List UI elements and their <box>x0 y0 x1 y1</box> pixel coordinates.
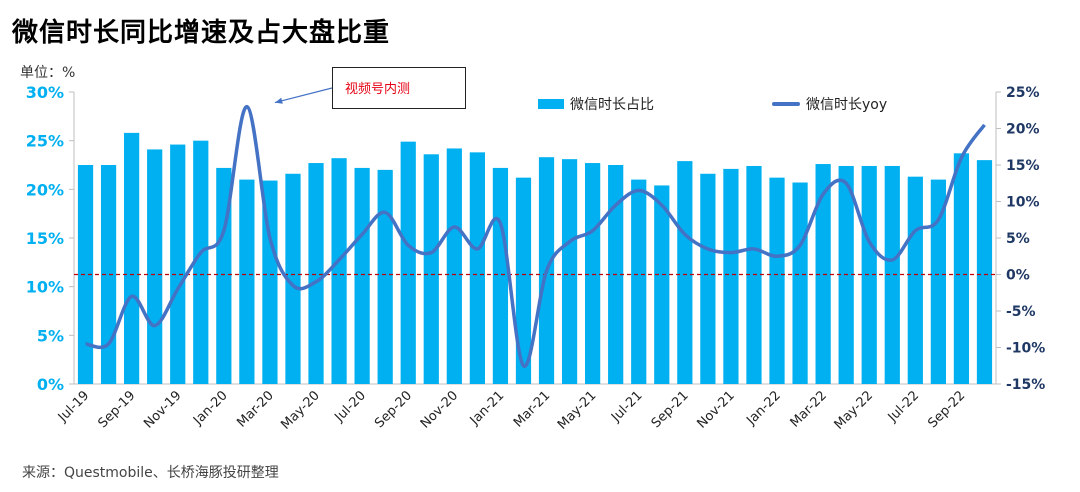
bar <box>124 132 140 384</box>
bar <box>331 158 347 384</box>
source-note: 来源：Questmobile、长桥海豚投研整理 <box>22 465 279 481</box>
unit-label: 单位：% <box>20 65 76 81</box>
x-tick-label: Jul-20 <box>332 388 369 425</box>
x-tick-label: Mar-22 <box>788 388 830 430</box>
bar <box>377 169 393 384</box>
right-tick-label: -5% <box>1006 304 1036 320</box>
bar <box>930 179 946 384</box>
annotation-arrow <box>274 87 333 104</box>
x-tick-label: Nov-20 <box>418 388 461 431</box>
bar <box>262 180 278 384</box>
x-tick-label: Mar-21 <box>511 388 553 430</box>
legend-line-series: 微信时长yoy <box>772 94 887 114</box>
x-tick-label: May-20 <box>278 388 322 432</box>
bar <box>77 165 94 384</box>
legend-bar-swatch <box>538 99 564 109</box>
bar <box>193 140 209 384</box>
x-tick-label: Sep-21 <box>649 388 692 431</box>
right-tick-label: 20% <box>1006 122 1040 138</box>
bar <box>147 149 163 384</box>
x-tick-label: Jul-22 <box>885 388 922 425</box>
annotation-text: 视频号内测 <box>345 82 411 97</box>
x-tick-label: Sep-20 <box>372 388 415 431</box>
bar <box>631 179 647 384</box>
bar <box>492 167 509 384</box>
bar <box>239 179 255 384</box>
bar <box>792 182 808 384</box>
left-tick-label: 25% <box>26 132 64 151</box>
bar <box>400 141 416 384</box>
legend-bar-label: 微信时长占比 <box>570 97 654 113</box>
right-tick-label: 10% <box>1006 195 1040 211</box>
annotation-arrowhead <box>274 97 283 104</box>
legend-line-label: 微信时长yoy <box>806 97 888 113</box>
bar <box>561 159 578 384</box>
x-tick-label: May-22 <box>832 388 876 432</box>
bar <box>769 177 785 384</box>
left-tick-label: 30% <box>26 83 64 102</box>
x-tick-label: Jan-22 <box>743 388 784 429</box>
x-tick-label: Jul-21 <box>608 388 645 425</box>
left-tick-label: 20% <box>26 180 64 199</box>
left-tick-label: 10% <box>26 278 64 297</box>
bar <box>884 165 900 384</box>
bar <box>723 168 739 384</box>
bar <box>700 173 716 384</box>
x-tick-label: Jan-20 <box>190 388 231 429</box>
left-tick-label: 0% <box>37 375 64 394</box>
bar <box>861 165 877 384</box>
bar <box>515 177 532 384</box>
bar <box>423 154 439 384</box>
bar <box>100 165 117 384</box>
bar <box>354 167 370 384</box>
right-tick-label: 25% <box>1006 85 1040 101</box>
right-tick-label: -15% <box>1006 377 1045 393</box>
annotation-box: 视频号内测 <box>332 67 466 109</box>
right-tick-label: 15% <box>1006 158 1040 174</box>
bar <box>976 160 993 384</box>
right-tick-label: -10% <box>1006 341 1045 357</box>
bar <box>907 176 923 384</box>
legend-line-swatch <box>772 102 800 106</box>
bar <box>654 185 670 384</box>
x-tick-label: Sep-22 <box>925 388 968 431</box>
x-tick-label: Jan-21 <box>467 388 508 429</box>
x-tick-label: May-21 <box>555 388 599 432</box>
right-tick-label: 5% <box>1006 231 1030 247</box>
x-tick-label: Nov-19 <box>141 388 184 431</box>
left-tick-label: 5% <box>37 326 64 345</box>
x-tick-label: Nov-21 <box>694 388 737 431</box>
bar <box>585 163 601 384</box>
x-tick-label: Mar-20 <box>234 388 276 430</box>
bar <box>446 148 462 384</box>
right-tick-label: 0% <box>1006 268 1030 284</box>
bar <box>677 161 693 384</box>
bar <box>170 144 186 384</box>
bar <box>953 153 970 384</box>
chart-title: 微信时长同比增速及占大盘比重 <box>12 18 391 48</box>
bar <box>285 173 301 384</box>
x-tick-label: Sep-19 <box>95 388 138 431</box>
bar <box>308 163 324 384</box>
left-tick-label: 15% <box>26 229 64 248</box>
bar <box>469 152 485 384</box>
legend-bar-series: 微信时长占比 <box>538 94 654 114</box>
